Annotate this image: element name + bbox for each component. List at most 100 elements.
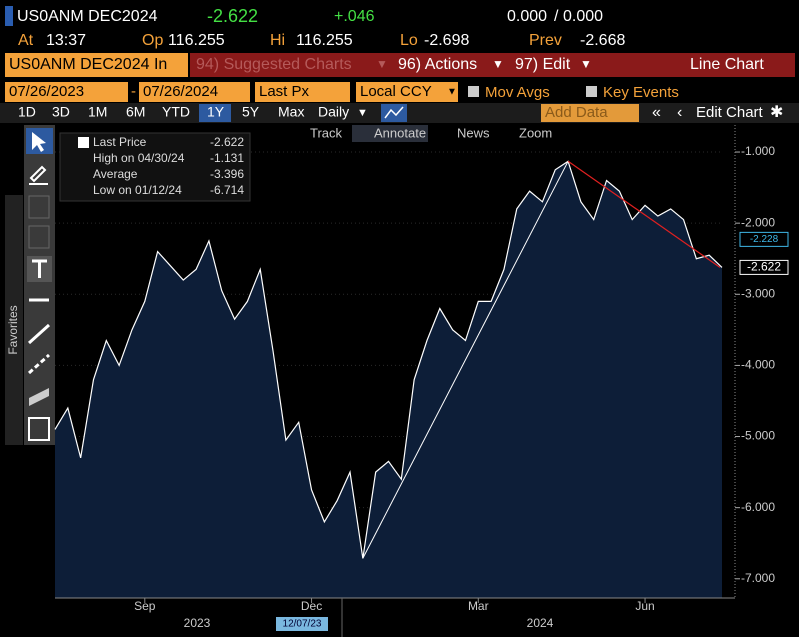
edit-chart[interactable]: Edit Chart	[696, 104, 764, 121]
pencil-icon[interactable]	[29, 165, 48, 185]
period-button[interactable]: 1D	[18, 104, 36, 120]
cursor-tag	[276, 617, 328, 631]
pointer-icon	[32, 132, 46, 152]
x-tick-label: Dec	[301, 599, 322, 613]
legend-value: -2.622	[210, 135, 244, 149]
checkbox-label: Mov Avgs	[485, 84, 550, 101]
period-button[interactable]: 5Y	[242, 104, 260, 120]
tool-button[interactable]: News	[457, 125, 490, 140]
bid-ask-separator: /	[554, 8, 559, 25]
stat-value: -2.668	[580, 32, 625, 49]
active-period	[199, 104, 231, 122]
y-tick-label: -1.000	[741, 144, 775, 158]
trend-line[interactable]	[567, 160, 721, 268]
legend-label: Average	[93, 167, 138, 181]
x-tick-label: Sep	[134, 599, 156, 613]
cursor-label: 12/07/23	[283, 619, 322, 630]
ticker: US0ANM DEC2024	[17, 8, 158, 25]
trend-line[interactable]	[362, 161, 569, 559]
checkbox[interactable]	[586, 86, 597, 97]
checkbox[interactable]	[468, 86, 479, 97]
tool-button[interactable]: Track	[310, 125, 343, 140]
legend-label: Low on 01/12/24	[93, 183, 182, 197]
frequency-caret: ▼	[357, 107, 368, 119]
add-data: Add Data	[545, 104, 608, 121]
start-input[interactable]	[5, 82, 128, 102]
stat-value: 116.255	[296, 32, 353, 49]
fib-tool-2[interactable]	[28, 225, 50, 249]
price-tag-label: -2.622	[747, 260, 781, 274]
active-tool	[352, 125, 428, 142]
legend-value: -1.131	[210, 151, 244, 165]
security-input[interactable]	[5, 53, 188, 77]
currency: Local CCY	[360, 83, 432, 100]
legend-value: -3.396	[210, 167, 244, 181]
last-price: -2.622	[207, 6, 258, 26]
legend-label: High on 04/30/24	[93, 151, 185, 165]
drawing-tools	[24, 125, 55, 445]
favorites-tab[interactable]	[5, 195, 23, 445]
text-icon	[32, 259, 47, 278]
trend-tool[interactable]	[27, 323, 51, 345]
price-tag-label: -2.228	[750, 234, 779, 245]
price-line	[54, 160, 723, 559]
fib-tool[interactable]	[28, 195, 50, 219]
period-button[interactable]: 3D	[52, 104, 70, 120]
date-separator: -	[131, 83, 136, 100]
price-tag	[739, 231, 789, 247]
area-fill	[55, 161, 722, 598]
scroll-back[interactable]: «	[652, 104, 661, 121]
view-name: Line Chart	[690, 56, 764, 73]
currency-caret: ▼	[447, 87, 457, 98]
tool-button[interactable]: Annotate	[374, 125, 426, 140]
field: Last Px	[259, 83, 310, 100]
x-tick-label: Jun	[635, 599, 654, 613]
frequency[interactable]: Daily	[318, 104, 349, 120]
stat-label: Lo	[400, 32, 418, 49]
field-input[interactable]	[255, 82, 350, 102]
period-button[interactable]: 1M	[88, 104, 107, 120]
legend-label: Last Price	[93, 135, 147, 149]
settings-icon[interactable]: ✱	[770, 104, 783, 121]
tool-button[interactable]: Zoom	[519, 125, 552, 140]
stat-label: Prev	[529, 32, 562, 49]
period-button[interactable]: Max	[278, 104, 304, 120]
favorites-label: Favorites	[6, 305, 20, 354]
stat-value: 116.255	[168, 32, 225, 49]
y-tick-label: -2.000	[741, 215, 775, 229]
security-text: US0ANM DEC2024 In	[9, 56, 167, 73]
retrace-tool[interactable]	[28, 417, 50, 441]
end-input[interactable]	[139, 82, 250, 102]
period-button[interactable]: YTD	[162, 104, 190, 120]
suggested-caret: ▼	[376, 57, 388, 71]
edit-menu[interactable]: 97) Edit	[515, 56, 571, 73]
x-tick-label: Mar	[468, 599, 489, 613]
ray-tool[interactable]	[27, 353, 51, 375]
step-back[interactable]: ‹	[677, 104, 682, 121]
legend-swatch	[78, 137, 89, 148]
line-type-icon	[384, 106, 404, 119]
actions-menu[interactable]: 96) Actions	[398, 56, 477, 73]
suggested-menu[interactable]: 94) Suggested Charts	[196, 56, 352, 73]
period-button[interactable]: 6M	[126, 104, 145, 120]
year-label: 2023	[184, 616, 211, 630]
y-tick-label: -4.000	[741, 358, 775, 372]
year-label: 2024	[527, 616, 554, 630]
currency-input[interactable]	[356, 82, 458, 102]
add-data-input[interactable]	[541, 104, 639, 122]
legend-box	[59, 132, 251, 202]
stat-label: Op	[142, 32, 163, 49]
bid: 0.000	[507, 8, 547, 25]
y-tick-label: -6.000	[741, 500, 775, 514]
ticker-flag	[5, 6, 13, 26]
end-date: 07/26/2024	[143, 83, 218, 100]
channel-tool[interactable]	[29, 388, 49, 406]
period-button[interactable]: 1Y	[207, 104, 225, 120]
price-tag	[739, 259, 789, 275]
start-date: 07/26/2023	[9, 83, 84, 100]
checkbox-label: Key Events	[603, 84, 679, 101]
stat-label: Hi	[270, 32, 285, 49]
legend-value: -6.714	[210, 183, 244, 197]
ask: 0.000	[563, 8, 603, 25]
